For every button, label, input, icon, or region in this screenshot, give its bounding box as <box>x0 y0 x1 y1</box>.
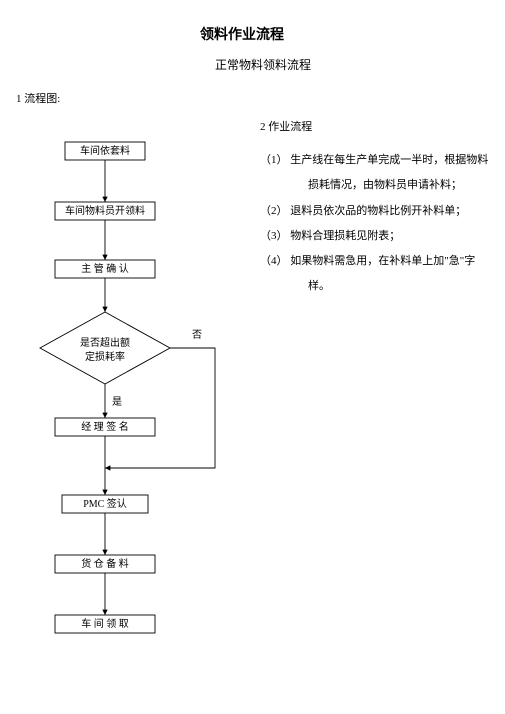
svg-text:车间依套料: 车间依套料 <box>80 144 130 157</box>
svg-text:车间物料员开领料: 车间物料员开领料 <box>65 204 145 217</box>
svg-text:货 仓 备 料: 货 仓 备 料 <box>81 557 129 570</box>
svg-text:主 管 确 认: 主 管 确 认 <box>81 262 129 275</box>
svg-text:是否超出额: 是否超出额 <box>80 336 130 349</box>
svg-text:否: 否 <box>192 329 202 341</box>
svg-text:车 间 领 取: 车 间 领 取 <box>81 617 129 630</box>
svg-text:定损耗率: 定损耗率 <box>85 350 125 363</box>
flowchart: 否是 车间依套料车间物料员开领料主 管 确 认是否超出额定损耗率经 理 签 名 PM… <box>0 0 505 714</box>
svg-text:PMC 签认: PMC 签认 <box>83 497 127 510</box>
svg-text:是: 是 <box>112 396 122 408</box>
svg-text:经 理 签 名: 经 理 签 名 <box>81 420 129 433</box>
